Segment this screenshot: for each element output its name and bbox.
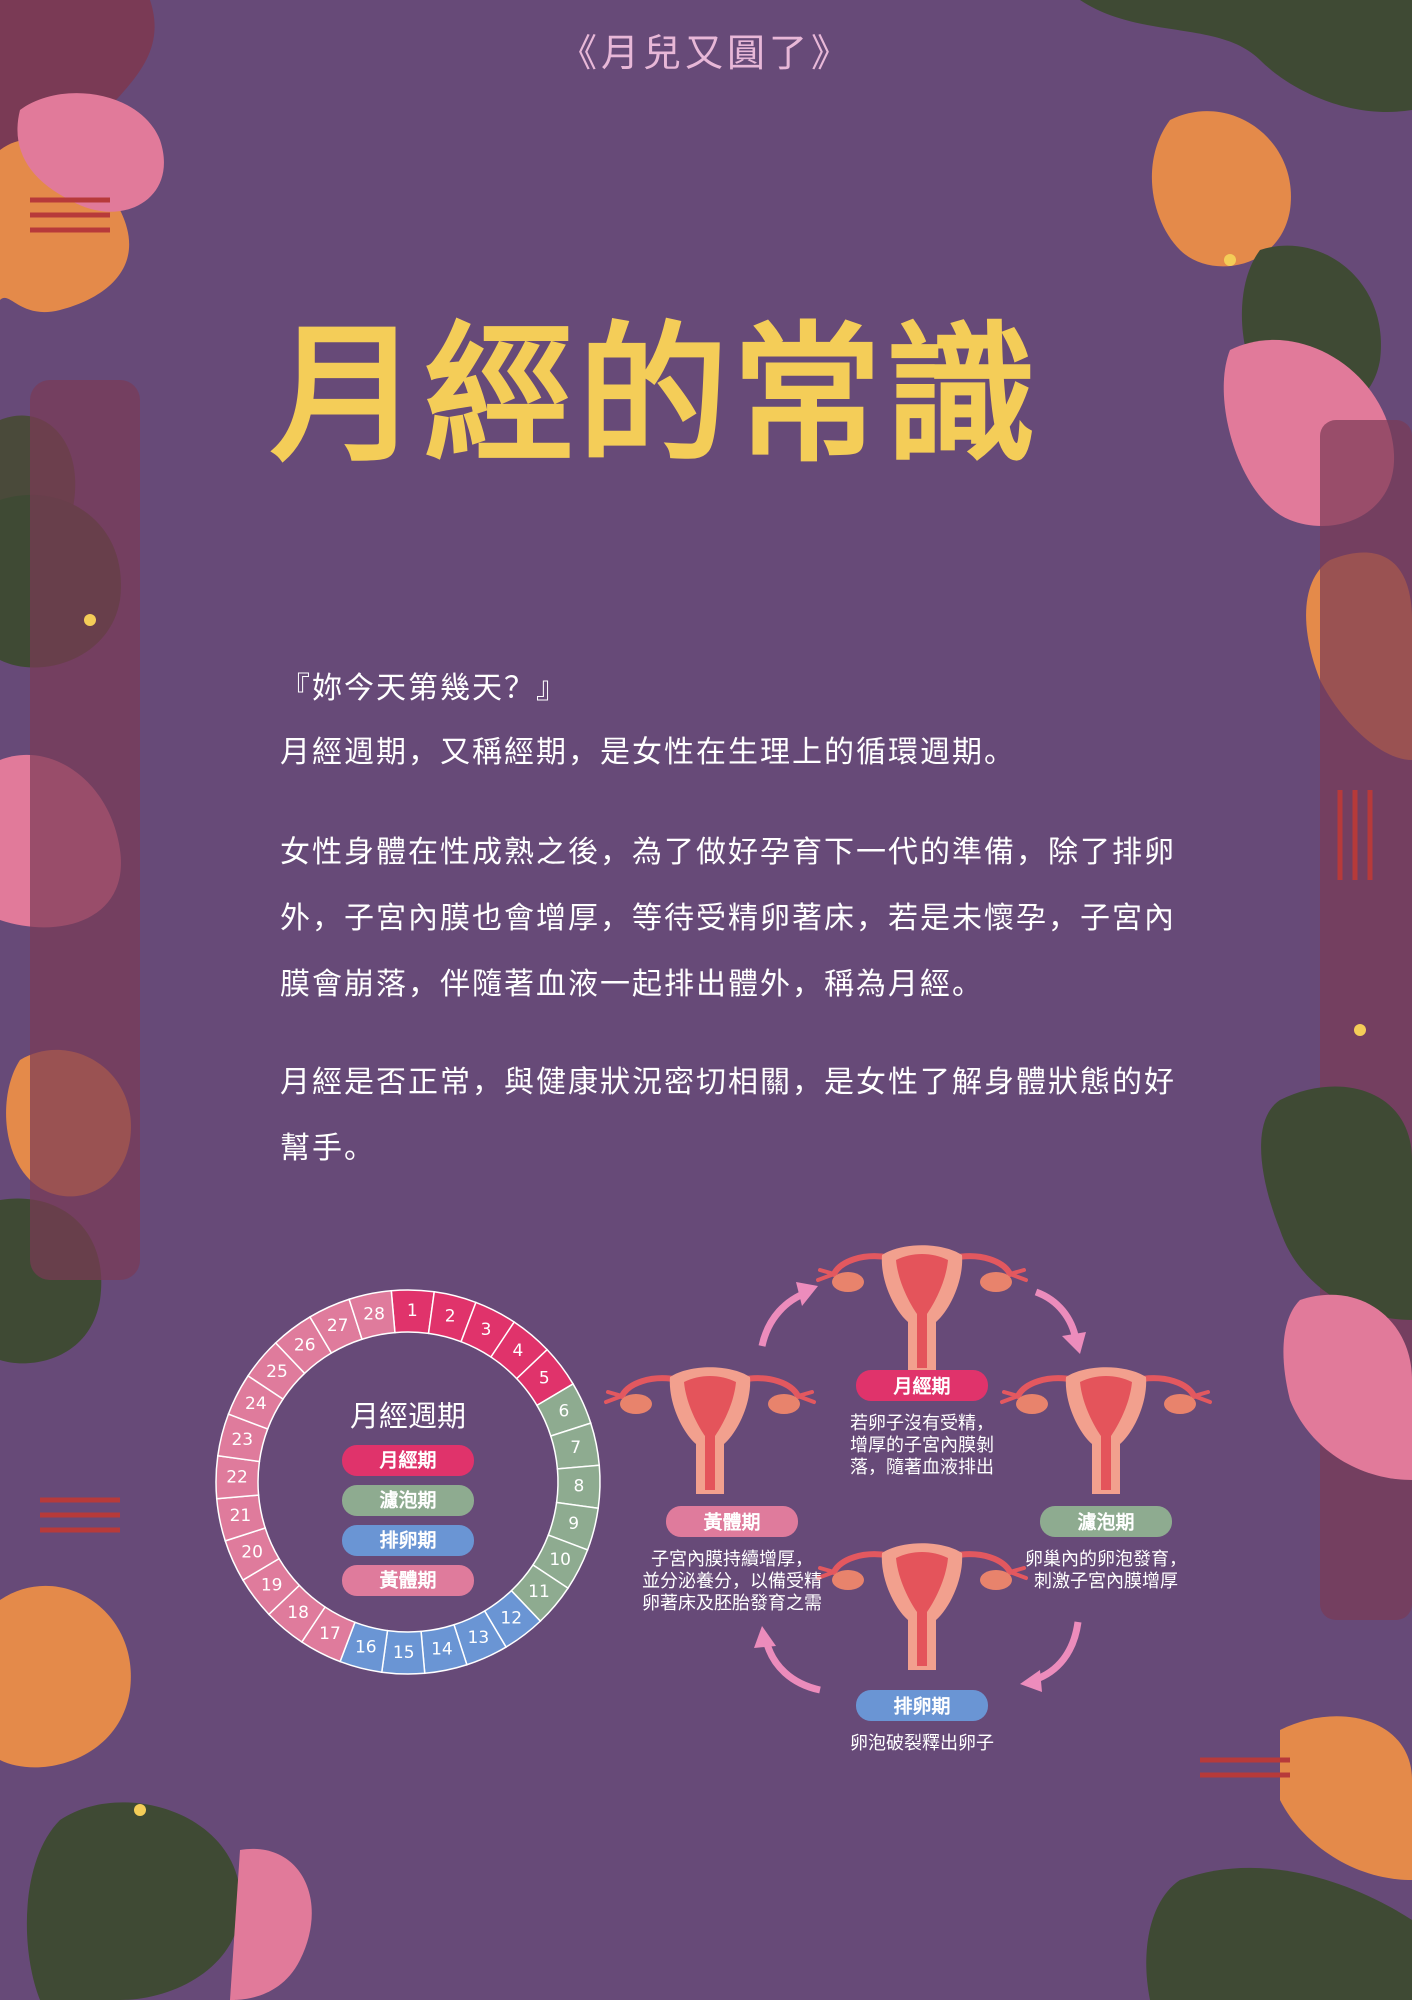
stage-pill-l (666, 1506, 798, 1537)
uterus-follicular (1000, 1367, 1212, 1494)
page-title: 月經的常識 (270, 307, 1041, 483)
fimbriae (816, 1566, 1028, 1580)
cycle-day-label: 28 (363, 1304, 385, 1324)
stage-description: 卵著床及胚胎發育之需 (642, 1593, 822, 1614)
ovary (1016, 1394, 1048, 1414)
uterus-menstrual (816, 1245, 1028, 1372)
cycle-day-label: 20 (241, 1542, 263, 1562)
stage-description: 子宮內膜持續增厚， (651, 1549, 813, 1570)
fimbriae (816, 1268, 1028, 1282)
cycle-day-label: 4 (513, 1341, 524, 1361)
legend-label: 濾泡期 (379, 1489, 436, 1512)
stage-pill-o (856, 1690, 988, 1721)
ovary (832, 1570, 864, 1590)
ovary (832, 1272, 864, 1292)
stage-label: 濾泡期 (1077, 1511, 1134, 1534)
legend-label: 排卵期 (379, 1529, 436, 1552)
legend-pill-l (342, 1565, 474, 1596)
fimbriae (604, 1390, 816, 1404)
stage-description: 卵巢內的卵泡發育， (1025, 1549, 1187, 1570)
cycle-day-label: 2 (445, 1306, 456, 1326)
legend-pill-o (342, 1525, 474, 1556)
cycle-day-label: 9 (568, 1514, 579, 1534)
cycle-day-label: 11 (528, 1582, 550, 1602)
cycle-day-segment (348, 1289, 396, 1341)
legend-label: 月經期 (378, 1449, 436, 1472)
ovary (620, 1394, 652, 1414)
ovary (1164, 1394, 1196, 1414)
cycle-day-label: 16 (355, 1638, 377, 1658)
stage-description: 刺激子宮內膜增厚 (1034, 1571, 1178, 1592)
cycle-day-label: 10 (549, 1550, 571, 1570)
cycle-arrow-head (754, 1626, 776, 1648)
cycle-day-label: 5 (539, 1369, 550, 1389)
stage-description: 落，隨著血液排出 (850, 1457, 994, 1478)
fimbriae (1000, 1390, 1212, 1404)
cycle-arrow-head (1020, 1670, 1042, 1692)
endometrium (1080, 1376, 1132, 1490)
cycle-day-label: 22 (226, 1468, 248, 1488)
cycle-day-label: 12 (500, 1608, 522, 1628)
stage-description: 增厚的子宮內膜剝 (850, 1435, 994, 1456)
paragraph-health: 月經是否正常，與健康狀況密切相關，是女性了解身體狀態的好幫手。 (280, 1065, 1176, 1166)
stage-description: 並分泌養分，以備受精 (642, 1571, 822, 1592)
series-title: 《月兒又圓了》 (558, 31, 853, 75)
cycle-day-label: 19 (261, 1575, 283, 1595)
stage-label: 排卵期 (893, 1695, 950, 1718)
cycle-day-label: 21 (230, 1506, 252, 1526)
cycle-day-label: 27 (327, 1316, 349, 1336)
legend-pill-f (342, 1485, 474, 1516)
cycle-day-label: 3 (481, 1320, 492, 1340)
cycle-day-label: 13 (468, 1628, 490, 1648)
uterus-luteal (604, 1367, 816, 1494)
uterus-ovulation (816, 1543, 1028, 1670)
cycle-wheel-title: 月經週期 (350, 1399, 466, 1433)
legend-pill-m (342, 1445, 474, 1476)
stage-label: 月經期 (892, 1375, 950, 1398)
ovary (980, 1570, 1012, 1590)
cycle-day-label: 7 (570, 1438, 581, 1458)
ovary (768, 1394, 800, 1414)
endometrium (896, 1552, 948, 1666)
cycle-day-label: 18 (287, 1603, 309, 1623)
stage-description: 若卵子沒有受精， (850, 1413, 994, 1434)
intro-quote: 『妳今天第幾天？』 (280, 671, 568, 706)
stage-pill-m (856, 1370, 988, 1401)
cycle-day-label: 8 (574, 1476, 585, 1496)
endometrium (896, 1254, 948, 1368)
endometrium (684, 1376, 736, 1490)
cycle-arrow-head (1062, 1332, 1086, 1354)
cycle-arrow (762, 1639, 821, 1694)
cycle-arrow-head (796, 1282, 818, 1306)
legend-label: 黃體期 (379, 1569, 436, 1592)
stage-label: 黃體期 (703, 1511, 760, 1534)
stage-pill-f (1040, 1506, 1172, 1537)
ovary (980, 1272, 1012, 1292)
cycle-day-label: 14 (431, 1640, 453, 1660)
cycle-day-label: 26 (294, 1336, 316, 1356)
cycle-day-label: 24 (245, 1394, 267, 1414)
cycle-day-label: 17 (319, 1624, 341, 1644)
cycle-day-label: 1 (407, 1301, 418, 1321)
cycle-day-label: 23 (231, 1430, 253, 1450)
paragraph-mechanism: 女性身體在性成熟之後，為了做好孕育下一代的準備，除了排卵外，子宮內膜也會增厚，等… (280, 835, 1176, 1002)
cycle-day-label: 25 (266, 1362, 288, 1382)
paragraph-definition: 月經週期，又稱經期，是女性在生理上的循環週期。 (280, 735, 1016, 770)
cycle-day-label: 6 (558, 1402, 569, 1422)
stage-description: 卵泡破裂釋出卵子 (850, 1733, 994, 1754)
cycle-day-label: 15 (393, 1643, 415, 1663)
cycle-arrow (1034, 1288, 1080, 1341)
cycle-arrow (1032, 1621, 1082, 1684)
